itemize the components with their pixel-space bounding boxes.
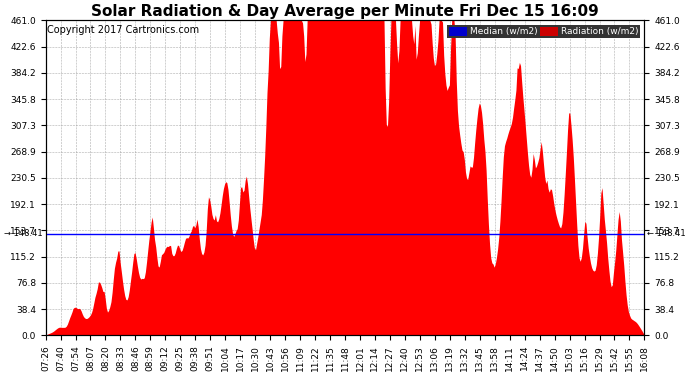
- Text: Copyright 2017 Cartronics.com: Copyright 2017 Cartronics.com: [47, 25, 199, 35]
- Text: ← 148.41: ← 148.41: [647, 230, 686, 238]
- Text: → 148.41: → 148.41: [4, 230, 43, 238]
- Title: Solar Radiation & Day Average per Minute Fri Dec 15 16:09: Solar Radiation & Day Average per Minute…: [91, 4, 599, 19]
- Legend: Median (w/m2), Radiation (w/m2): Median (w/m2), Radiation (w/m2): [447, 25, 640, 38]
